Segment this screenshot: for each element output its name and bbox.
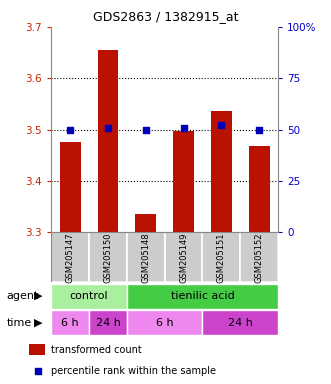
- Text: transformed count: transformed count: [51, 344, 142, 354]
- FancyBboxPatch shape: [203, 310, 278, 336]
- Text: 6 h: 6 h: [156, 318, 173, 328]
- Point: [219, 122, 224, 129]
- Text: 24 h: 24 h: [96, 318, 120, 328]
- Point: [105, 124, 111, 131]
- FancyBboxPatch shape: [203, 232, 240, 282]
- Bar: [211, 111, 232, 232]
- Text: agent: agent: [7, 291, 39, 301]
- Text: percentile rank within the sample: percentile rank within the sample: [51, 366, 216, 376]
- Text: GSM205147: GSM205147: [66, 232, 75, 283]
- Point: [68, 126, 73, 132]
- Bar: [60, 142, 80, 232]
- FancyBboxPatch shape: [89, 232, 127, 282]
- Bar: [135, 214, 156, 232]
- Text: GSM205152: GSM205152: [255, 232, 264, 283]
- FancyBboxPatch shape: [165, 232, 203, 282]
- Text: time: time: [7, 318, 32, 328]
- Text: tienilic acid: tienilic acid: [170, 291, 234, 301]
- Point: [181, 124, 186, 131]
- Text: 24 h: 24 h: [228, 318, 253, 328]
- FancyBboxPatch shape: [51, 283, 127, 309]
- Point: [143, 126, 148, 132]
- FancyBboxPatch shape: [51, 232, 89, 282]
- FancyBboxPatch shape: [127, 232, 165, 282]
- Text: GSM205151: GSM205151: [217, 232, 226, 283]
- Text: GSM205150: GSM205150: [104, 232, 113, 283]
- Bar: [249, 146, 269, 232]
- Point: [257, 126, 262, 132]
- Text: ▶: ▶: [34, 318, 42, 328]
- FancyBboxPatch shape: [127, 310, 203, 336]
- FancyBboxPatch shape: [51, 310, 89, 336]
- Bar: [173, 131, 194, 232]
- Text: GSM205149: GSM205149: [179, 232, 188, 283]
- Text: GDS2863 / 1382915_at: GDS2863 / 1382915_at: [93, 10, 238, 23]
- Text: 6 h: 6 h: [61, 318, 79, 328]
- Text: control: control: [70, 291, 109, 301]
- FancyBboxPatch shape: [89, 310, 127, 336]
- Text: GSM205148: GSM205148: [141, 232, 150, 283]
- FancyBboxPatch shape: [240, 232, 278, 282]
- Bar: [29, 344, 45, 355]
- Bar: [98, 50, 118, 232]
- Point: [270, 276, 275, 283]
- Text: ▶: ▶: [34, 291, 42, 301]
- FancyBboxPatch shape: [127, 283, 278, 309]
